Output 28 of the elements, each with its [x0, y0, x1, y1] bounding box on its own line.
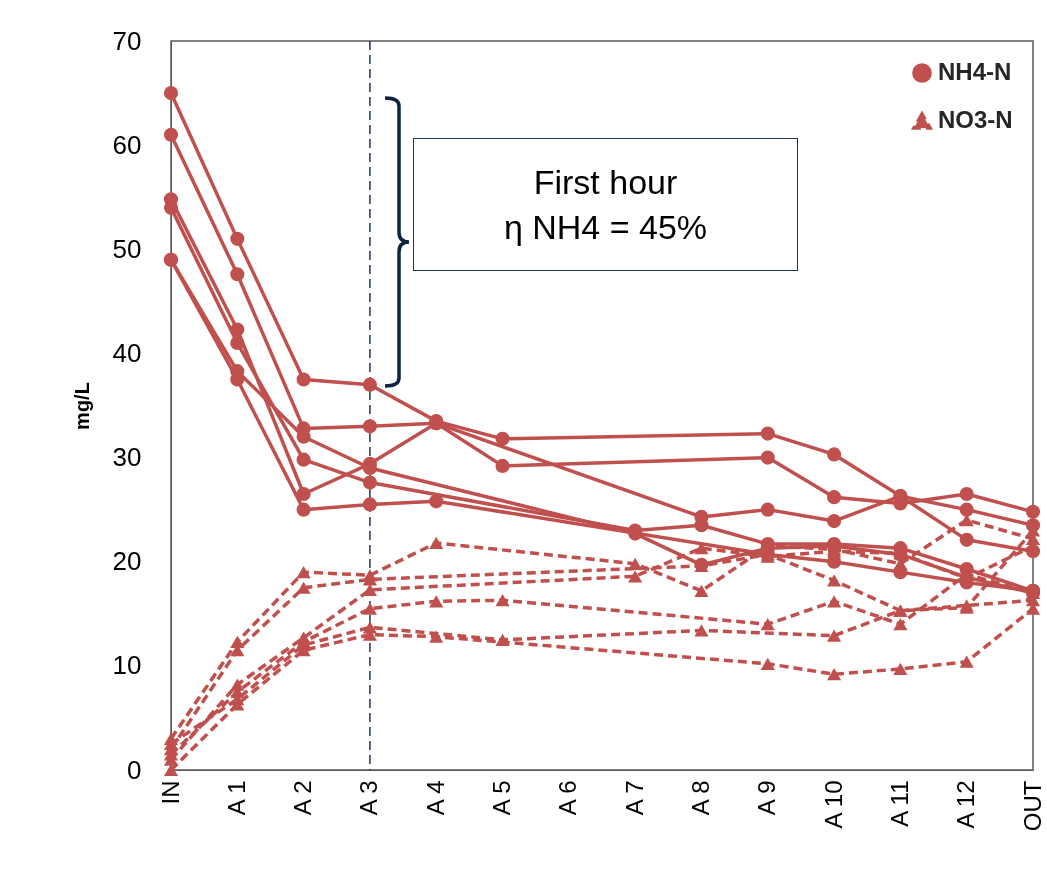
legend-label: NH4-N [938, 58, 1012, 85]
y-axis-title: mg/L [70, 382, 93, 430]
x-tick-label: A 10 [819, 780, 847, 829]
y-tick-label: 70 [112, 25, 142, 56]
x-tick-label: A 8 [686, 780, 714, 816]
annotation: η NH4 = 45% [503, 206, 708, 248]
x-tick-label: A 9 [753, 780, 781, 816]
y-tick-label: 10 [112, 650, 142, 681]
y-tick-label: 0 [127, 754, 142, 785]
text-box: First hour η NH4 = 45% [413, 138, 798, 271]
x-tick-label: OUT [1018, 780, 1046, 832]
x-tick-label: A 4 [421, 780, 449, 816]
x-tick-label: A 3 [355, 780, 383, 816]
legend-label: NO3-N [938, 106, 1013, 133]
y-tick-label: 30 [112, 442, 142, 473]
x-tick-label: A 7 [620, 780, 648, 816]
x-tick-label: A 1 [222, 780, 250, 816]
x-tick-label: A 6 [554, 780, 582, 816]
y-tick-label: 40 [112, 337, 142, 368]
y-tick-label: 20 [112, 546, 142, 577]
x-tick-label: IN [156, 780, 184, 805]
x-tick-label: A 12 [952, 780, 980, 829]
y-tick-label: 60 [112, 129, 142, 160]
x-tick-label: A 2 [289, 780, 317, 816]
annotation: First hour [533, 162, 678, 204]
x-tick-label: A 11 [885, 780, 913, 827]
y-tick-label: 50 [112, 233, 142, 264]
x-tick-label: A 5 [488, 780, 516, 816]
